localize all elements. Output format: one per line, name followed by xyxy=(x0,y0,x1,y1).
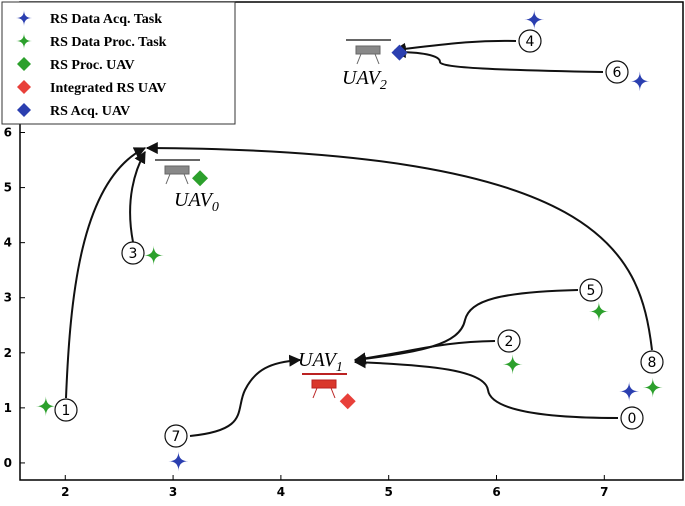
route-circle xyxy=(121,241,145,265)
y-tick-label: 4 xyxy=(4,236,12,250)
x-tick-label: 5 xyxy=(385,485,393,499)
legend-marker xyxy=(16,33,32,49)
legend-marker xyxy=(17,57,31,71)
route-label: 0 xyxy=(628,411,637,427)
point xyxy=(524,9,545,30)
legend-box xyxy=(1,1,236,125)
route-circle xyxy=(164,424,188,448)
route-circle xyxy=(620,406,644,430)
legend-label: RS Acq. UAV xyxy=(50,104,130,119)
x-tick-label: 7 xyxy=(600,485,608,499)
route-circle xyxy=(54,398,78,422)
route-label: 3 xyxy=(129,246,138,262)
route-label: 1 xyxy=(62,403,71,419)
point xyxy=(168,451,189,472)
route-label: 5 xyxy=(587,283,596,299)
route-circle xyxy=(518,29,542,53)
point xyxy=(502,354,523,375)
x-tick-label: 4 xyxy=(277,485,285,499)
x-tick-label: 6 xyxy=(492,485,500,499)
y-tick-label: 1 xyxy=(4,401,12,415)
route-circle xyxy=(497,329,521,353)
y-tick-label: 0 xyxy=(4,456,12,470)
point xyxy=(192,170,209,187)
point xyxy=(642,377,663,398)
legend-marker xyxy=(16,10,32,26)
legend-label: RS Proc. UAV xyxy=(50,58,135,73)
point xyxy=(619,381,640,402)
point xyxy=(588,301,609,322)
point xyxy=(35,396,56,417)
point xyxy=(143,245,164,266)
legend-label: Integrated RS UAV xyxy=(50,81,166,96)
point xyxy=(339,393,356,410)
y-tick-label: 3 xyxy=(4,291,12,305)
y-tick-label: 6 xyxy=(4,126,12,140)
route-label: 2 xyxy=(505,334,514,350)
route-circle xyxy=(579,278,603,302)
route-circle xyxy=(640,350,664,374)
legend-label: RS Data Proc. Task xyxy=(50,35,167,50)
route-circle xyxy=(605,60,629,84)
drones xyxy=(155,39,391,399)
legend-marker xyxy=(17,80,31,94)
x-tick-label: 2 xyxy=(61,485,69,499)
plot-frame xyxy=(19,1,684,481)
routes xyxy=(65,39,653,437)
uav-label: UAV0 xyxy=(174,189,219,215)
route-label: 7 xyxy=(172,429,181,445)
route-labels: 0 1 2 3 4 5 6 7 8 xyxy=(54,29,664,448)
point xyxy=(629,71,650,92)
point xyxy=(391,44,408,61)
route-label: 6 xyxy=(613,65,622,81)
route-label: 8 xyxy=(648,355,657,371)
uav-label: UAV2 xyxy=(342,67,387,93)
y-tick-label: 2 xyxy=(4,346,12,360)
legend-marker xyxy=(17,103,31,117)
uav-label: UAV1 xyxy=(298,349,343,375)
x-tick-label: 3 xyxy=(169,485,177,499)
legend-label: RS Data Acq. Task xyxy=(50,12,162,27)
y-tick-label: 5 xyxy=(4,181,12,195)
route-label: 4 xyxy=(526,34,535,50)
